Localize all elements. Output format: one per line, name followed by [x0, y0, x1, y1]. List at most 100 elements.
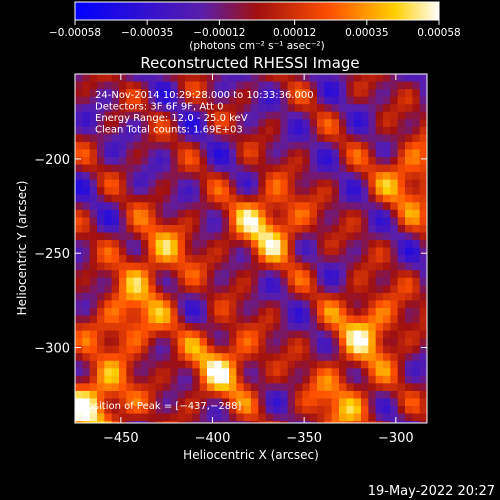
heatmap-cell [419, 96, 427, 105]
heatmap-cell [258, 172, 267, 181]
heatmap-cell [390, 172, 399, 181]
heatmap-cell [368, 270, 377, 279]
heatmap-cell [309, 398, 318, 407]
heatmap-cell [368, 360, 377, 369]
heatmap-cell [258, 277, 267, 286]
heatmap-cell [251, 240, 259, 249]
heatmap-cell [192, 353, 201, 362]
heatmap-cell [412, 119, 421, 128]
heatmap-cell [185, 262, 193, 271]
heatmap-cell [309, 406, 318, 415]
heatmap-cell [148, 96, 157, 105]
heatmap-cell [192, 398, 201, 407]
heatmap-cell [214, 368, 223, 377]
heatmap-cell [214, 360, 223, 369]
heatmap-cell [185, 81, 193, 90]
heatmap-cell [229, 104, 237, 113]
heatmap-cell [361, 277, 369, 286]
heatmap-cell [236, 172, 245, 181]
heatmap-cell [346, 224, 355, 233]
heatmap-cell [97, 330, 105, 339]
heatmap-cell [229, 300, 237, 309]
heatmap-cell [89, 390, 98, 399]
heatmap-cell [353, 202, 362, 211]
heatmap-cell [111, 300, 120, 309]
heatmap-cell [251, 338, 259, 347]
heatmap-cell [97, 307, 105, 316]
heatmap-cell [170, 232, 179, 241]
heatmap-cell [141, 74, 149, 83]
heatmap-cell [221, 375, 230, 384]
heatmap-cell [258, 224, 267, 233]
heatmap-cell [361, 375, 369, 384]
heatmap-cell [317, 338, 325, 347]
heatmap-cell [236, 270, 245, 279]
heatmap-cell [119, 406, 127, 415]
heatmap-cell [265, 81, 274, 90]
heatmap-cell [148, 157, 157, 166]
heatmap-cell [405, 300, 413, 309]
heatmap-cell [207, 179, 215, 188]
heatmap-cell [353, 277, 362, 286]
heatmap-cell [287, 398, 296, 407]
heatmap-cell [97, 134, 105, 143]
heatmap-cell [419, 74, 427, 83]
heatmap-cell [287, 89, 296, 98]
heatmap-cell [258, 96, 267, 105]
heatmap-cell [419, 240, 427, 249]
peak-label: Position of Peak = [−437,−288] [82, 401, 241, 412]
heatmap-cell [361, 292, 369, 301]
heatmap-cell [119, 194, 127, 203]
heatmap-cell [361, 172, 369, 181]
heatmap-cell [104, 421, 113, 423]
heatmap-cell [368, 81, 377, 90]
heatmap-cell [383, 202, 391, 211]
heatmap-cell [243, 398, 252, 407]
heatmap-cell [280, 172, 289, 181]
heatmap-cell [346, 323, 355, 332]
heatmap-cell [265, 119, 274, 128]
heatmap-cell [412, 179, 421, 188]
heatmap-cell [383, 194, 391, 203]
heatmap-cell [375, 240, 384, 249]
heatmap-cell [185, 315, 193, 324]
heatmap-cell [229, 292, 237, 301]
heatmap-cell [207, 270, 215, 279]
heatmap-cell [119, 157, 127, 166]
heatmap-cell [258, 104, 267, 113]
heatmap-cell [383, 96, 391, 105]
heatmap-cell [273, 398, 281, 407]
heatmap-cell [207, 406, 215, 415]
heatmap-cell [89, 224, 98, 233]
heatmap-cell [339, 187, 347, 196]
heatmap-cell [199, 270, 208, 279]
heatmap-cell [265, 187, 274, 196]
heatmap-cell [375, 149, 384, 158]
heatmap-cell [412, 368, 421, 377]
heatmap-cell [405, 164, 413, 173]
heatmap-cell [111, 398, 120, 407]
heatmap-cell [375, 111, 384, 120]
heatmap-cell [295, 74, 303, 83]
heatmap-cell [383, 134, 391, 143]
heatmap-cell [390, 323, 399, 332]
heatmap-cell [141, 255, 149, 264]
heatmap-cell [280, 300, 289, 309]
heatmap-cell [133, 224, 142, 233]
heatmap-cell [75, 247, 83, 256]
heatmap-cell [214, 406, 223, 415]
heatmap-cell [104, 315, 113, 324]
heatmap-cell [280, 81, 289, 90]
heatmap-cell [331, 247, 340, 256]
heatmap-cell [346, 179, 355, 188]
heatmap-cell [390, 81, 399, 90]
heatmap-cell [111, 360, 120, 369]
heatmap-cell [273, 300, 281, 309]
heatmap-cell [368, 390, 377, 399]
heatmap-cell [375, 307, 384, 316]
heatmap-cell [75, 141, 83, 150]
heatmap-cell [97, 104, 105, 113]
heatmap-cell [273, 292, 281, 301]
heatmap-cell [126, 421, 135, 423]
heatmap-cell [163, 398, 171, 407]
